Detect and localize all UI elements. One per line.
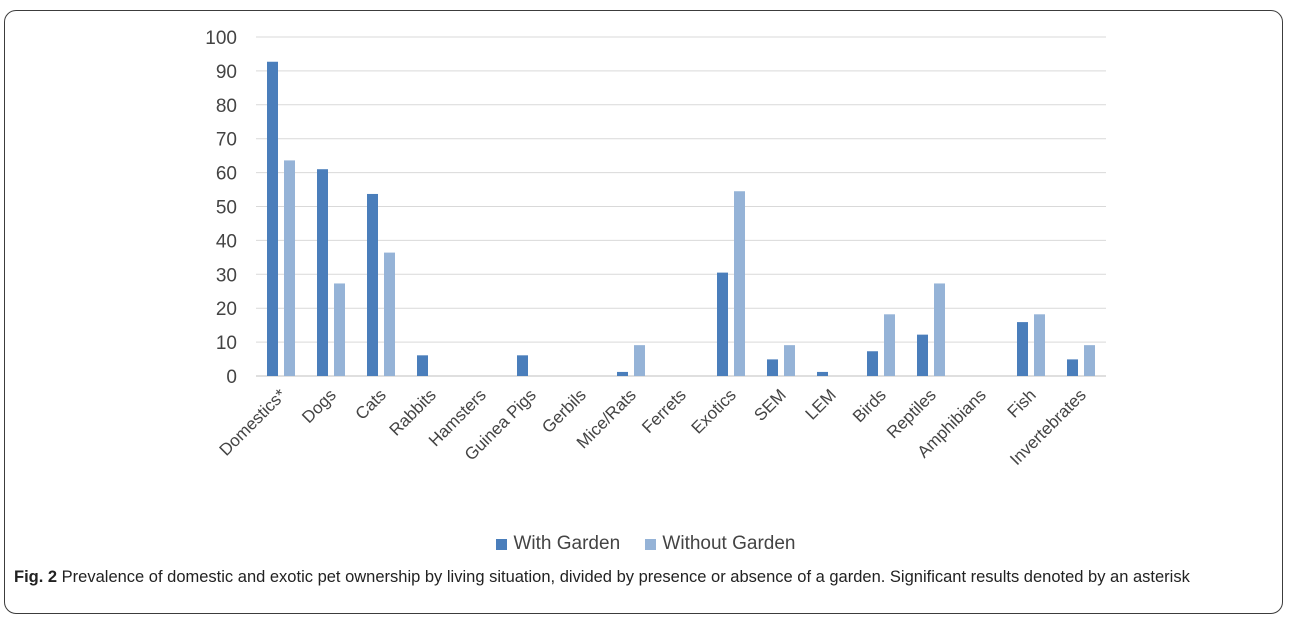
y-tick-label: 80 [216,96,237,117]
x-tick-label: Fish [1004,385,1040,421]
y-tick-label: 100 [205,28,237,49]
bar [334,283,345,376]
bar [267,61,278,376]
bar [767,359,778,376]
bar [384,252,395,376]
y-tick-label: 40 [216,231,237,252]
x-tick-label: LEM [802,385,840,423]
bar-chart: 0 10 20 30 40 50 60 70 80 90 100 Domestics* Dogs Cat… [205,28,1106,469]
bar [734,191,745,376]
bar [317,169,328,376]
y-tick-label: 30 [216,265,237,286]
legend-swatch [645,538,657,550]
bar [917,334,928,376]
figure-caption: Fig. 2 Prevalence of domestic and exotic… [14,566,1274,588]
y-tick-label: 90 [216,62,237,83]
x-tick-label: Cats [352,385,390,423]
bar [634,345,645,376]
y-tick-label: 70 [216,130,237,151]
y-tick-label: 60 [216,164,237,185]
bar [817,371,828,376]
x-tick-label: Domestics* [216,385,290,459]
x-tick-label: Birds [849,385,890,426]
y-tick-label: 20 [216,299,237,320]
bar [367,193,378,376]
x-tick-label: SEM [750,385,789,424]
y-axis-ticks: 0 10 20 30 40 50 60 70 80 90 100 [205,28,237,388]
bar [884,314,895,376]
y-tick-label: 10 [216,333,237,354]
figure-frame [4,10,1283,614]
legend-item-without-garden: Without Garden [645,533,796,555]
y-tick-label: 0 [226,367,237,388]
bar [784,345,795,376]
bar [284,160,295,376]
x-tick-label: Ferrets [638,385,690,437]
caption-label: Fig. 2 [14,568,58,586]
x-tick-label: Dogs [298,385,339,426]
caption-text: Prevalence of domestic and exotic pet ow… [57,568,1190,586]
legend: With Garden Without Garden [0,533,1292,556]
bar [717,272,728,376]
x-tick-label: Exotics [688,385,740,437]
bar [417,355,428,376]
bar [1084,345,1095,376]
legend-label: Without Garden [662,533,796,554]
bar [867,351,878,376]
bar [1017,322,1028,376]
bar [1067,359,1078,376]
bar [934,283,945,376]
y-tick-label: 50 [216,198,237,219]
bar [1034,314,1045,376]
legend-swatch [496,538,508,550]
bar [617,371,628,376]
bar [517,355,528,376]
bars [267,61,1095,376]
legend-item-with-garden: With Garden [496,533,620,555]
legend-label: With Garden [513,533,621,554]
x-axis-labels: Domestics* Dogs CatsRabbitsHamstersGuinea … [216,385,1090,469]
gridlines [256,36,1106,377]
